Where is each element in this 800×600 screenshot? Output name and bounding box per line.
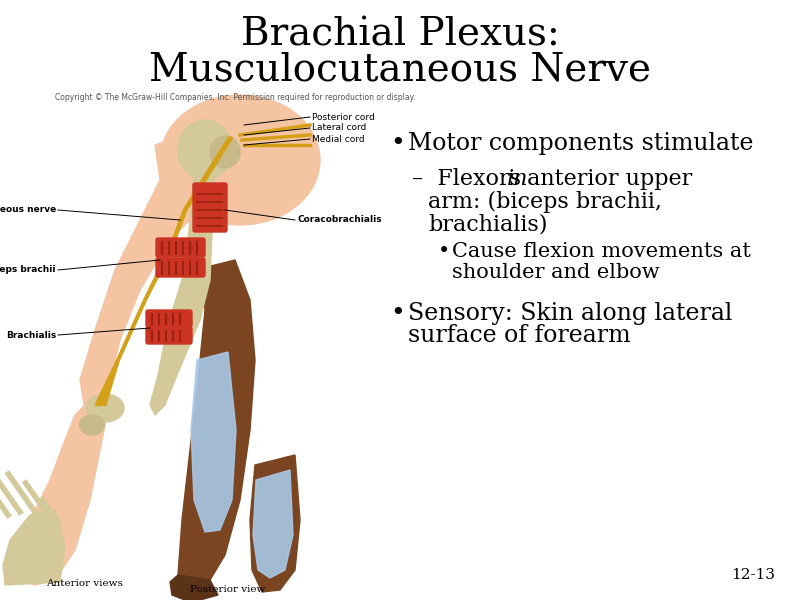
Text: Brachialis: Brachialis: [6, 331, 56, 340]
Text: –  Flexors: – Flexors: [412, 168, 528, 190]
Text: Musculocutaneous nerve: Musculocutaneous nerve: [0, 205, 56, 214]
Text: Lateral cord: Lateral cord: [312, 124, 366, 133]
Polygon shape: [150, 162, 215, 415]
Text: anterior upper: anterior upper: [520, 168, 692, 190]
FancyBboxPatch shape: [146, 310, 192, 327]
Text: Copyright © The McGraw-Hill Companies, Inc. Permission required for reproduction: Copyright © The McGraw-Hill Companies, I…: [55, 92, 415, 101]
Polygon shape: [3, 510, 65, 585]
Text: •: •: [390, 132, 405, 155]
Text: Coracobrachialis: Coracobrachialis: [297, 215, 382, 224]
Text: Motor components stimulate: Motor components stimulate: [408, 132, 754, 155]
Text: shoulder and elbow: shoulder and elbow: [452, 263, 660, 282]
Text: Anterior views: Anterior views: [46, 579, 123, 588]
Text: •: •: [438, 242, 450, 261]
FancyBboxPatch shape: [193, 183, 227, 232]
Polygon shape: [191, 352, 236, 532]
Polygon shape: [178, 260, 255, 582]
Text: surface of forearm: surface of forearm: [408, 324, 630, 347]
Text: Posterior view: Posterior view: [190, 585, 266, 594]
Polygon shape: [80, 140, 260, 410]
Ellipse shape: [86, 394, 124, 422]
Text: •: •: [390, 302, 405, 325]
FancyBboxPatch shape: [156, 238, 205, 257]
Text: Posterior cord: Posterior cord: [312, 113, 374, 121]
FancyBboxPatch shape: [156, 258, 205, 277]
Text: arm: (biceps brachii,: arm: (biceps brachii,: [428, 191, 662, 213]
Text: in: in: [507, 168, 529, 190]
Text: Cause flexion movements at: Cause flexion movements at: [452, 242, 751, 261]
Polygon shape: [170, 575, 218, 600]
Polygon shape: [253, 470, 293, 578]
Text: Medial cord: Medial cord: [312, 134, 365, 143]
Text: Musculocutaneous Nerve: Musculocutaneous Nerve: [149, 52, 651, 88]
Text: Sensory: Skin along lateral: Sensory: Skin along lateral: [408, 302, 732, 325]
Polygon shape: [18, 400, 110, 585]
Polygon shape: [250, 455, 300, 592]
Text: Biceps brachii: Biceps brachii: [0, 265, 56, 275]
Text: Brachial Plexus:: Brachial Plexus:: [241, 16, 559, 53]
Text: brachialis): brachialis): [428, 213, 547, 235]
Ellipse shape: [210, 136, 240, 168]
Ellipse shape: [79, 415, 105, 435]
Text: 12-13: 12-13: [731, 568, 775, 582]
FancyBboxPatch shape: [146, 327, 192, 344]
Ellipse shape: [160, 95, 320, 225]
Ellipse shape: [178, 120, 233, 180]
